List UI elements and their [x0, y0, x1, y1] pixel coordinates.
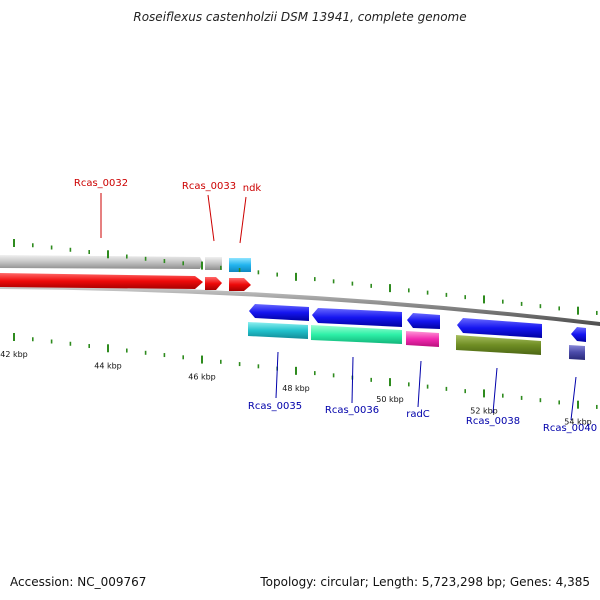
axis-labels: 42 kbp 44 kbp 46 kbp 48 kbp 50 kbp 52 kbp 54 k… [0, 350, 592, 427]
genome-backbone [0, 284, 600, 326]
reverse-cds-blue-radC [407, 313, 440, 329]
reverse-gene-green-rcas0036 [311, 325, 402, 344]
reverse-gene-pink-radC [406, 331, 439, 347]
reverse-gene-teal-rcas0035 [248, 322, 308, 339]
feature-label-rcas0033[interactable]: Rcas_0033 [182, 181, 236, 192]
reverse-cds-blue-rcas0038 [457, 318, 542, 338]
reverse-gene-olive-rcas0038 [456, 335, 541, 355]
leader-line-radC [417, 360, 422, 408]
forward-gene-cyan-ndk [229, 258, 251, 272]
forward-cds-red-rcas0033 [205, 277, 222, 290]
upper-tick-ruler [13, 239, 598, 315]
axis-label-44-kbp: 44 kbp [94, 361, 122, 370]
reverse-cds-blue-rcas0040 [571, 327, 586, 342]
axis-label-54-kbp: 54 kbp [564, 418, 592, 427]
axis-label-52-kbp: 52 kbp [470, 406, 498, 415]
feature-label-rcas0038[interactable]: Rcas_0038 [466, 416, 520, 427]
genome-summary-text: Topology: circular; Length: 5,723,298 bp… [260, 575, 590, 589]
reverse-cds-blue-rcas0035 [249, 304, 309, 321]
leader-line-rcas0036 [351, 356, 354, 404]
feature-label-rcas0040[interactable]: Rcas_0040 [543, 423, 597, 434]
reverse-gene-purple-rcas0040 [569, 345, 585, 360]
feature-label-rcas0032[interactable]: Rcas_0032 [74, 178, 128, 189]
forward-gene-gray-short [205, 257, 222, 270]
leader-line-rcas0035 [275, 351, 279, 399]
leader-line-rcas0033 [207, 194, 215, 242]
axis-label-48-kbp: 48 kbp [282, 384, 310, 393]
forward-cds-red-long [0, 273, 203, 289]
leader-line-rcas0040 [570, 376, 577, 421]
map-title: Roseiflexus castenholzii DSM 13941, comp… [133, 10, 467, 24]
leader-line-rcas0038 [492, 367, 498, 414]
forward-cds-red-ndk [229, 278, 251, 291]
feature-label-rcas0035[interactable]: Rcas_0035 [248, 401, 302, 412]
feature-label-rcas0036[interactable]: Rcas_0036 [325, 405, 379, 416]
axis-label-42-kbp: 42 kbp [0, 350, 28, 359]
axis-label-50-kbp: 50 kbp [376, 395, 404, 404]
forward-gene-gray-long [0, 255, 203, 269]
leader-line-ndk [239, 196, 247, 244]
axis-label-46-kbp: 46 kbp [188, 373, 216, 382]
feature-label-radC[interactable]: radC [406, 409, 430, 420]
reverse-cds-blue-rcas0036 [312, 308, 402, 327]
accession-text: Accession: NC_009767 [10, 575, 147, 589]
feature-label-ndk[interactable]: ndk [243, 183, 262, 194]
